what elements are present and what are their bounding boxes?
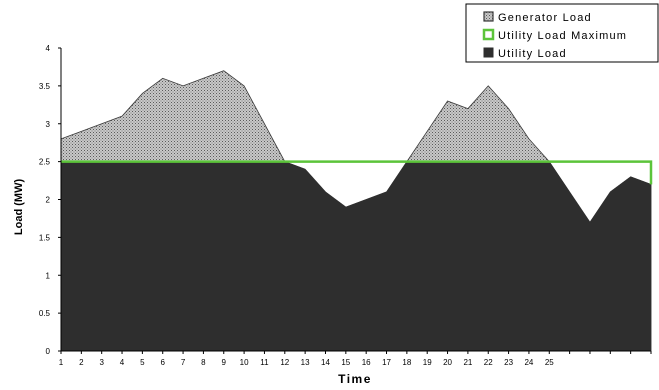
legend-label: Utility Load Maximum <box>498 30 627 42</box>
utility-load-area <box>60 161 652 352</box>
legend-label: Generator Load <box>498 12 592 24</box>
x-tick-label: 11 <box>260 358 269 367</box>
y-tick-label: 3 <box>46 120 51 129</box>
x-axis-title: Time <box>338 372 372 385</box>
x-tick-label: 24 <box>524 358 533 367</box>
x-tick-label: 7 <box>181 358 186 367</box>
x-tick-label: 16 <box>362 358 371 367</box>
x-tick-label: 19 <box>423 358 432 367</box>
y-tick-label: 1.5 <box>39 233 51 242</box>
legend-box <box>465 3 659 63</box>
x-tick-label: 3 <box>99 358 104 367</box>
x-tick-label: 17 <box>382 358 391 367</box>
y-tick-label: 3.5 <box>39 82 51 91</box>
x-tick-label: 15 <box>341 358 350 367</box>
x-tick-label: 22 <box>484 358 493 367</box>
y-tick-label: 0.5 <box>39 309 51 318</box>
x-tick-label: 6 <box>160 358 165 367</box>
x-tick-label: 25 <box>545 358 554 367</box>
y-tick-label: 2.5 <box>39 158 51 167</box>
y-tick-label: 1 <box>46 271 51 280</box>
x-tick-label: 20 <box>443 358 452 367</box>
y-tick-label: 4 <box>46 44 51 53</box>
x-tick-label: 2 <box>79 358 84 367</box>
y-axis-title: Load (MW) <box>13 179 25 236</box>
utility-load-maximum-line <box>61 160 653 185</box>
x-tick-label: 18 <box>402 358 411 367</box>
x-tick-label: 4 <box>120 358 125 367</box>
x-tick-label: 9 <box>222 358 227 367</box>
x-tick-label: 21 <box>463 358 472 367</box>
x-tick-label: 8 <box>201 358 206 367</box>
x-tick-label: 1 <box>59 358 64 367</box>
x-tick-label: 14 <box>321 358 330 367</box>
y-tick-label: 2 <box>46 196 51 205</box>
x-tick-label: 5 <box>140 358 145 367</box>
x-tick-label: 12 <box>280 358 289 367</box>
legend-swatch <box>482 28 495 41</box>
x-tick-label: 23 <box>504 358 513 367</box>
legend-swatch <box>483 11 494 22</box>
x-tick-label: 13 <box>301 358 310 367</box>
legend-swatch <box>483 47 494 58</box>
legend-label: Utility Load <box>498 48 567 60</box>
x-tick-label: 10 <box>240 358 249 367</box>
legend: Generator Load Utility Load Maximum Utilit… <box>465 3 659 63</box>
y-tick-label: 0 <box>46 347 51 356</box>
